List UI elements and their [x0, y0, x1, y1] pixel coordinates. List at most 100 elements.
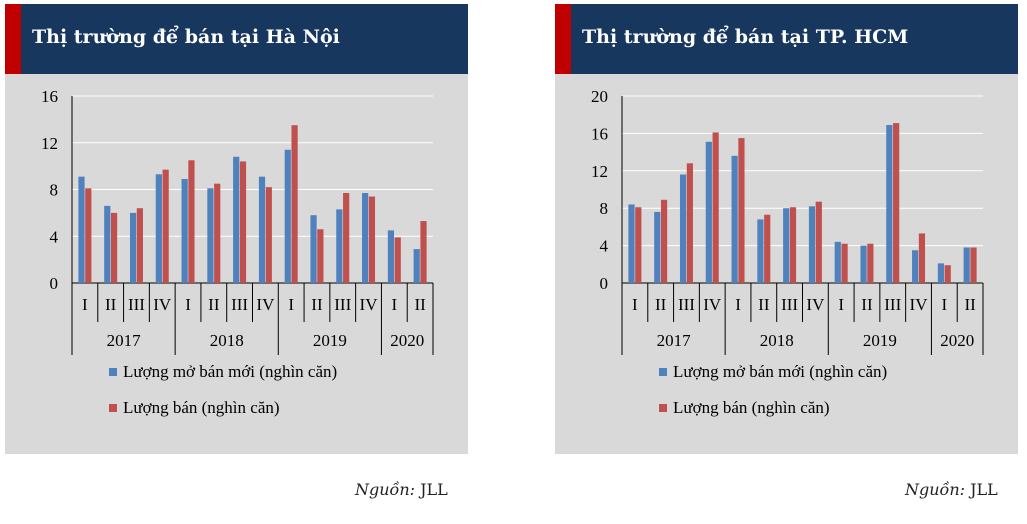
bar-sales [660, 199, 668, 283]
bar-new-supply [233, 156, 240, 283]
y-tick-label: 8 [50, 181, 59, 200]
bar-sales [265, 187, 272, 283]
bar-sales [918, 233, 926, 283]
bar-sales [214, 183, 221, 283]
year-label: 2018 [760, 331, 794, 350]
legend-swatch [659, 368, 667, 376]
x-tick-label: IV [703, 295, 722, 314]
chart-panel-hcm: Thị trường để bán tại TP. HCM 0 4 8 12 16 20 I… [555, 4, 1018, 454]
y-tick-label: 12 [41, 134, 58, 153]
legend-label: Lượng bán (nghìn căn) [673, 398, 830, 417]
bar-new-supply [860, 245, 867, 283]
bar-new-supply [783, 208, 790, 283]
bar-new-supply [679, 174, 687, 283]
year-label: 2019 [313, 331, 347, 350]
bar-new-supply [808, 206, 816, 283]
bar-new-supply [336, 209, 343, 283]
legend-label: Lượng mở bán mới (nghìn căn) [123, 362, 337, 381]
year-label: 2020 [940, 331, 974, 350]
bar-new-supply [310, 215, 317, 283]
x-tick-label: IV [910, 295, 929, 314]
y-tick-label: 8 [600, 199, 609, 218]
bar-sales [343, 193, 350, 283]
bar-new-supply [834, 241, 841, 283]
bar-sales [867, 243, 874, 283]
x-tick-label: III [884, 295, 901, 314]
y-tick-label: 4 [600, 237, 609, 256]
y-tick-label: 0 [50, 274, 59, 293]
y-tick-label: 16 [41, 87, 58, 106]
bar-new-supply [413, 249, 420, 283]
bar-new-supply [362, 193, 369, 283]
bar-sales [110, 212, 118, 283]
bar-new-supply [78, 176, 85, 283]
x-tick-label: III [128, 295, 145, 314]
bar-sales [970, 247, 977, 283]
chart-title: Thị trường để bán tại TP. HCM [582, 26, 909, 48]
bar-new-supply [258, 176, 266, 283]
legend-label: Lượng mở bán mới (nghìn căn) [673, 362, 887, 381]
bar-new-supply [963, 247, 970, 283]
y-tick-label: 4 [50, 227, 59, 246]
bar-new-supply [937, 263, 945, 283]
x-tick-label: I [632, 295, 638, 314]
year-label: 2020 [390, 331, 424, 350]
x-tick-label: IV [256, 295, 275, 314]
x-tick-label: II [758, 295, 770, 314]
bar-new-supply [181, 178, 188, 283]
source-value: JLL [970, 480, 998, 499]
x-tick-label: II [311, 295, 323, 314]
x-tick-label: I [288, 295, 294, 314]
legend-swatch [109, 368, 117, 376]
x-tick-label: III [678, 295, 695, 314]
x-tick-label: IV [806, 295, 825, 314]
bar-sales [738, 138, 745, 283]
bar-new-supply [654, 211, 661, 283]
title-accent-stripe [5, 4, 21, 74]
legend-label: Lượng bán (nghìn căn) [123, 398, 280, 417]
bar-new-supply [104, 205, 111, 283]
bar-sales [686, 163, 693, 283]
bar-new-supply [155, 174, 162, 283]
x-tick-label: III [231, 295, 248, 314]
year-label: 2017 [107, 331, 142, 350]
y-tick-label: 0 [600, 274, 609, 293]
year-label: 2017 [657, 331, 692, 350]
y-tick-label: 16 [591, 124, 608, 143]
bar-new-supply [886, 124, 893, 283]
y-tick-label: 12 [591, 162, 608, 181]
bar-sales [291, 125, 298, 283]
bar-new-supply [628, 204, 635, 283]
source-note: Nguồn: JLL [355, 480, 448, 499]
x-tick-label: III [334, 295, 351, 314]
bar-new-supply [731, 155, 738, 283]
bar-sales [893, 123, 900, 283]
x-tick-label: II [105, 295, 117, 314]
bar-sales [162, 169, 169, 283]
bar-sales [635, 207, 642, 283]
bar-sales [368, 196, 376, 283]
bar-sales [841, 243, 848, 283]
bar-new-supply [129, 212, 137, 283]
legend-swatch [109, 404, 117, 412]
chart-panel-hanoi: Thị trường để bán tại Hà Nội 0 4 8 12 16 I II I… [5, 4, 468, 454]
x-tick-label: II [655, 295, 667, 314]
x-tick-label: III [781, 295, 798, 314]
source-value: JLL [420, 480, 448, 499]
x-tick-label: II [861, 295, 873, 314]
bar-sales [317, 229, 324, 283]
chart-title-bar: Thị trường để bán tại TP. HCM [555, 4, 1018, 74]
x-tick-label: II [208, 295, 220, 314]
x-tick-label: I [941, 295, 947, 314]
y-tick-label: 20 [591, 87, 608, 106]
x-tick-label: I [735, 295, 741, 314]
source-note: Nguồn: JLL [905, 480, 998, 499]
x-tick-label: II [414, 295, 426, 314]
bar-new-supply [705, 141, 712, 283]
x-tick-label: IV [360, 295, 379, 314]
bar-new-supply [284, 149, 291, 283]
bar-new-supply [757, 219, 764, 283]
bar-sales [394, 237, 401, 283]
